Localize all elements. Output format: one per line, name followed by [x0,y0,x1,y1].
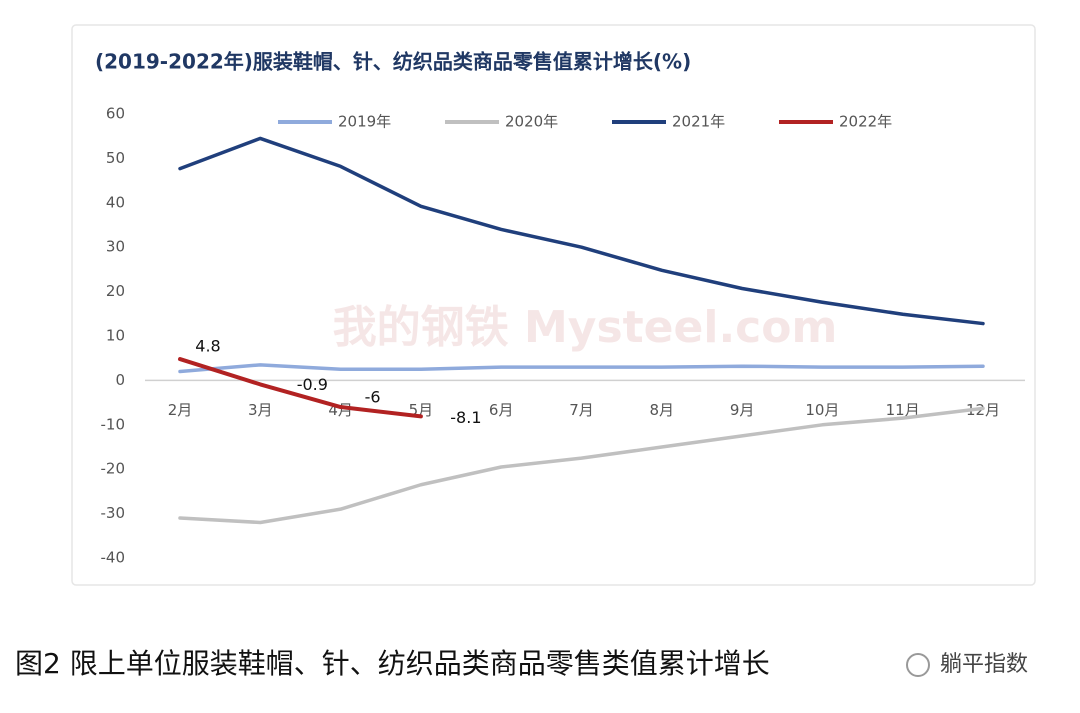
y-tick-label: -40 [101,549,126,567]
x-tick-label: 9月 [730,401,755,419]
y-tick-label: -10 [101,415,126,433]
y-tick-label: -30 [101,504,126,522]
data-label: -0.9 [297,375,328,394]
legend-label: 2020年 [505,113,558,131]
logo: 躺平指数 [940,652,1028,677]
series-line [178,357,423,419]
chart-title: (2019-2022年)服装鞋帽、针、纺织品类商品零售值累计增长(%) [95,50,691,74]
y-tick-label: -20 [101,460,126,478]
watermark: 我的钢铁 Mysteel.com [333,302,838,353]
y-tick-label: 60 [106,105,125,123]
y-tick-label: 30 [106,238,125,256]
x-tick-label: 6月 [489,401,514,419]
x-tick-label: 10月 [805,401,839,419]
x-tick-label: 8月 [650,401,675,419]
legend-label: 2021年 [672,113,725,131]
x-tick-label: 2月 [168,401,193,419]
data-label: -6 [365,388,381,407]
y-tick-label: 10 [106,327,125,345]
series-line [178,136,985,326]
legend-label: 2022年 [839,113,892,131]
x-tick-label: 7月 [569,401,594,419]
chart-card [71,24,1036,586]
logo-icon [906,653,930,677]
data-label: 4.8 [195,337,220,356]
x-tick-label: 3月 [248,401,273,419]
series-line [178,363,985,374]
y-tick-label: 50 [106,149,125,167]
data-label: -8.1 [450,408,481,427]
caption: 图2 限上单位服装鞋帽、针、纺织品类商品零售类值累计增长 [15,647,770,680]
y-tick-label: 40 [106,193,125,211]
y-tick-label: 20 [106,282,125,300]
series-line [178,406,985,525]
x-tick-label: 11月 [886,401,920,419]
legend-label: 2019年 [338,113,391,131]
y-tick-label: 0 [115,371,125,389]
